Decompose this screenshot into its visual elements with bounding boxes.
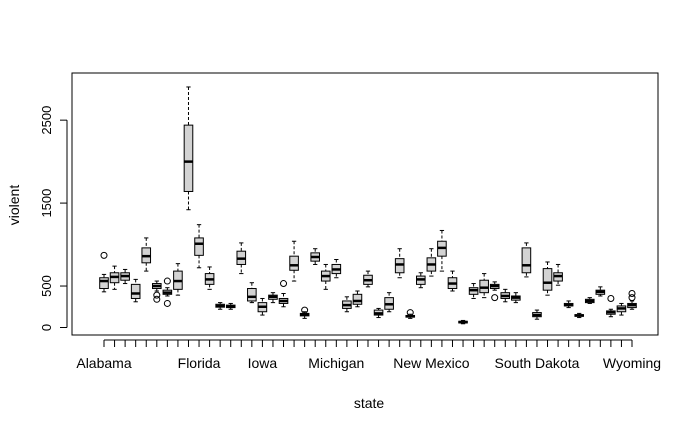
box-louisiana	[289, 240, 299, 282]
y-tick-label: 500	[39, 275, 54, 297]
box-north-dakota	[458, 319, 468, 325]
box-new-mexico	[426, 248, 437, 277]
box-iqr	[130, 283, 141, 299]
box-iqr	[352, 293, 363, 305]
box-west-virginia	[606, 294, 616, 318]
box-oregon	[489, 281, 500, 302]
box-oklahoma	[479, 273, 489, 299]
box-pennsylvania	[500, 288, 511, 303]
box-alaska	[109, 265, 120, 290]
y-axis-label: violent	[6, 185, 22, 226]
box-utah	[563, 300, 574, 309]
box-idaho	[225, 302, 236, 310]
box-massachusetts	[320, 263, 331, 290]
box-california	[141, 237, 152, 272]
box-georgia	[204, 266, 215, 290]
box-new-hampshire	[405, 309, 416, 319]
box-colorado	[152, 280, 162, 303]
box-montana	[373, 307, 384, 319]
box-indiana	[247, 282, 257, 304]
box-delaware	[173, 263, 183, 296]
box-illinois	[236, 242, 247, 275]
y-tick-label: 1500	[39, 189, 54, 218]
box-nebraska	[384, 292, 394, 313]
box-wisconsin	[616, 302, 627, 316]
box-iqr	[99, 277, 109, 290]
box-rhode-island	[511, 292, 521, 304]
outlier-point	[163, 277, 171, 285]
outlier-point	[163, 299, 171, 307]
outlier-point	[491, 294, 499, 302]
box-new-jersey	[416, 272, 426, 289]
box-kansas	[268, 292, 278, 304]
x-tick-label: Florida	[178, 355, 221, 371]
x-tick-label: New Mexico	[393, 355, 469, 371]
box-virginia	[584, 297, 595, 304]
y-tick-label: 2500	[39, 106, 54, 135]
x-axis: Alabama Florida Iowa Michigan New Mexico Sout…	[76, 339, 661, 371]
x-tick-label: Iowa	[248, 355, 278, 371]
outlier-point	[153, 291, 161, 299]
box-arizona	[120, 268, 130, 285]
box-kentucky	[278, 280, 289, 308]
box-iqr	[247, 288, 257, 302]
box-north-carolina	[447, 270, 458, 292]
box-iqr	[542, 268, 553, 291]
box-missouri	[363, 270, 373, 288]
box-tennessee	[542, 261, 553, 296]
box-maryland	[310, 248, 320, 265]
outlier-point	[280, 280, 288, 288]
box-minnesota	[342, 296, 352, 313]
box-district-of-columbia	[183, 86, 194, 211]
box-nevada	[394, 248, 405, 279]
outlier-point	[607, 294, 615, 302]
outlier-point	[628, 289, 636, 297]
box-washington	[595, 286, 606, 297]
box-texas	[553, 263, 563, 286]
box-iqr	[289, 255, 299, 271]
outlier-point	[406, 309, 414, 317]
x-tick-label: Alabama	[76, 355, 131, 371]
outlier-point	[628, 294, 636, 302]
box-michigan	[331, 258, 342, 279]
box-florida	[194, 224, 204, 269]
box-arkansas	[130, 278, 141, 303]
outlier-point	[100, 251, 108, 259]
box-vermont	[574, 312, 585, 319]
box-ohio	[468, 283, 479, 299]
box-iowa	[257, 297, 268, 316]
y-axis: 0 500 1500 2500	[39, 106, 68, 331]
box-mississippi	[352, 290, 363, 308]
box-new-york	[437, 229, 447, 272]
x-tick-label: Michigan	[308, 355, 364, 371]
outlier-point	[301, 306, 309, 314]
x-tick-label: Wyoming	[603, 355, 661, 371]
box-south-dakota	[532, 309, 542, 320]
box-maine	[299, 306, 310, 319]
outlier-point	[153, 295, 161, 303]
box-south-carolina	[521, 242, 532, 278]
box-iqr	[521, 247, 532, 274]
y-tick-label: 0	[39, 324, 54, 331]
boxes-group	[99, 86, 637, 325]
box-alabama	[99, 251, 109, 293]
box-connecticut	[162, 277, 173, 307]
x-axis-label: state	[354, 395, 385, 411]
plot-frame	[71, 72, 659, 336]
x-tick-label: South Dakota	[495, 355, 580, 371]
box-iqr	[194, 237, 204, 256]
box-hawaii	[215, 302, 225, 310]
box-iqr	[183, 124, 194, 192]
box-wyoming	[627, 289, 637, 310]
